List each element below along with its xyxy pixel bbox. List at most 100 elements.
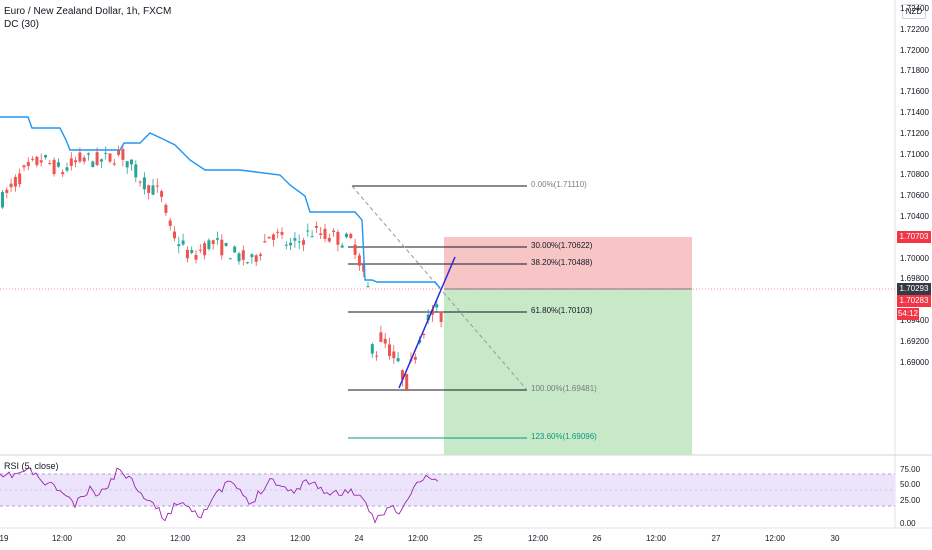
price-tick: 1.70000 — [900, 253, 929, 263]
candle-body — [130, 159, 133, 165]
candle-body — [241, 250, 245, 260]
price-tag: 54:12 — [897, 308, 919, 320]
candle-body — [82, 157, 86, 162]
candle-body — [18, 173, 22, 185]
price-tick: 1.71200 — [900, 128, 929, 138]
candle-body — [112, 163, 116, 165]
candle-body — [357, 255, 361, 266]
candle-body — [250, 254, 254, 258]
candle-body — [48, 162, 52, 164]
candle-body — [207, 240, 211, 249]
candle-body — [52, 159, 56, 175]
price-tick: 1.70800 — [900, 170, 929, 180]
time-tick: 12:00 — [527, 534, 549, 543]
candle-body — [293, 238, 297, 241]
candle-body — [336, 232, 340, 245]
candle-body — [69, 158, 73, 166]
rsi-tick: 75.00 — [900, 465, 921, 474]
candle-body — [26, 162, 30, 166]
candle-body — [185, 249, 189, 259]
candle-body — [349, 233, 353, 239]
candle-body — [254, 255, 258, 262]
candle-body — [259, 254, 262, 256]
candle-body — [5, 189, 9, 193]
rsi-label[interactable]: RSI (5, close) — [4, 461, 59, 471]
fib-level-label: 123.60%(1.69096) — [531, 432, 597, 441]
indicator-label[interactable]: DC (30) — [4, 19, 40, 30]
candle-body — [323, 228, 327, 239]
price-tick: 1.69800 — [900, 274, 929, 284]
rsi-tick: 50.00 — [900, 480, 921, 489]
candle-body — [280, 232, 284, 235]
candle-body — [306, 230, 310, 232]
candle-body — [271, 234, 275, 240]
candle-body — [95, 152, 99, 166]
time-tick: 12:00 — [289, 534, 311, 543]
symbol-title[interactable]: Euro / New Zealand Dollar, 1h, FXCM — [4, 6, 172, 17]
time-tick: 24 — [354, 534, 364, 543]
candle-body — [173, 231, 176, 239]
candle-body — [203, 243, 207, 256]
candle-body — [177, 244, 181, 247]
candle-body — [276, 231, 280, 233]
time-tick: 12:00 — [764, 534, 786, 543]
candle-body — [388, 344, 391, 357]
price-tick: 1.72000 — [900, 45, 929, 55]
candle-body — [383, 338, 387, 344]
candle-body — [224, 242, 228, 246]
candle-body — [104, 152, 108, 154]
candle-body — [35, 156, 39, 166]
candle-body — [117, 150, 121, 155]
candle-body — [78, 152, 82, 162]
price-tick: 1.72200 — [900, 24, 929, 34]
candle-body — [379, 332, 383, 342]
candle-body — [246, 262, 250, 264]
candle-body — [211, 240, 215, 245]
candle-body — [267, 236, 271, 239]
candle-body — [160, 191, 164, 197]
time-tick: 12:00 — [169, 534, 191, 543]
candle-body — [314, 225, 318, 228]
candle-body — [400, 370, 404, 380]
candle-body — [147, 185, 151, 193]
price-tick: 1.69200 — [900, 336, 929, 346]
candle-body — [353, 244, 357, 255]
candle-body — [370, 344, 374, 354]
candle-body — [61, 172, 65, 175]
candle-body — [431, 309, 434, 315]
time-tick: 12:00 — [645, 534, 667, 543]
candle-body — [181, 240, 185, 245]
candle-body — [121, 149, 125, 160]
candle-body — [190, 250, 194, 253]
time-tick: 27 — [711, 534, 721, 543]
candle-body — [233, 246, 237, 253]
take-profit-zone — [444, 289, 692, 455]
candle-body — [327, 237, 331, 242]
candle-body — [151, 185, 155, 195]
rsi-tick: 25.00 — [900, 496, 921, 505]
chart-title-block: Euro / New Zealand Dollar, 1h, FXCM DC (… — [4, 5, 171, 31]
candle-body — [263, 241, 267, 243]
candle-body — [289, 242, 293, 246]
price-tag: 1.70703 — [897, 231, 931, 243]
candle-body — [56, 162, 60, 167]
price-tick: 1.69400 — [900, 316, 929, 325]
stop-loss-zone — [444, 237, 692, 289]
candle-body — [422, 333, 426, 335]
candle-body — [9, 183, 13, 188]
candle-body — [216, 238, 219, 240]
rsi-tick: 0.00 — [900, 519, 916, 528]
candle-body — [426, 314, 430, 321]
price-tick: 1.71600 — [900, 87, 929, 97]
candle-body — [413, 356, 417, 360]
donchian-channel-line — [0, 116, 441, 289]
candle-body — [39, 160, 43, 163]
price-tick: 1.71800 — [900, 66, 929, 76]
candle-body — [134, 164, 138, 178]
currency-badge[interactable]: NZD — [902, 4, 926, 19]
candle-body — [99, 159, 103, 162]
candle-body — [302, 240, 305, 245]
price-tag: 1.70293 — [897, 283, 931, 295]
candle-body — [91, 161, 95, 168]
